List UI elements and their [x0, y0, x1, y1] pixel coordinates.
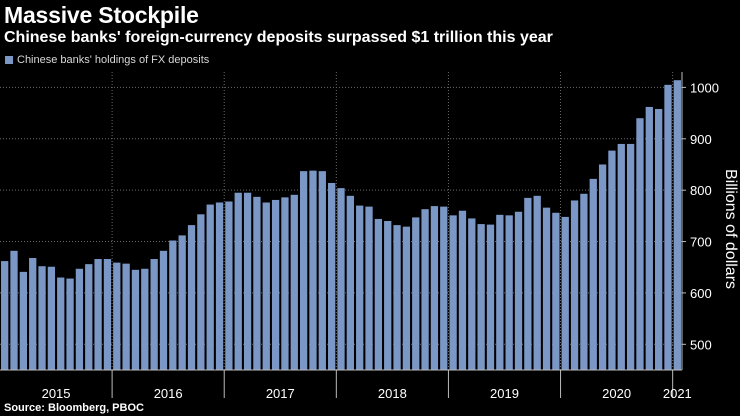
bar-14 — [131, 269, 140, 370]
bar-40 — [374, 218, 383, 370]
bar-9 — [85, 264, 93, 370]
bar-47 — [440, 206, 448, 370]
bar-55 — [514, 211, 523, 370]
bar-20 — [187, 225, 196, 370]
x-tick-label-2021: 2021 — [663, 386, 692, 401]
bar-19 — [178, 235, 186, 370]
chart-title: Massive Stockpile — [4, 2, 199, 28]
bar-59 — [552, 212, 560, 370]
bar-44 — [412, 217, 420, 370]
bar-50 — [468, 218, 476, 370]
x-tick-label-2020: 2020 — [602, 386, 631, 401]
bar-62 — [580, 193, 588, 370]
bar-22 — [206, 204, 214, 370]
bar-39 — [365, 206, 373, 370]
bar-23 — [215, 202, 224, 370]
bar-58 — [542, 207, 551, 370]
bar-51 — [477, 224, 485, 370]
bar-72 — [673, 80, 681, 370]
bar-16 — [150, 259, 158, 370]
bar-38 — [356, 205, 364, 370]
bars-layer — [1, 80, 681, 371]
bar-45 — [421, 209, 429, 370]
bar-61 — [570, 200, 579, 370]
bar-13 — [122, 263, 130, 370]
bar-18 — [169, 240, 177, 370]
bar-71 — [664, 84, 672, 370]
bar-66 — [617, 143, 625, 370]
axis-layer: 500 600 700 800 900 1000 2015 2016 2017 2018 2019 2… — [0, 72, 739, 401]
bar-54 — [505, 215, 513, 370]
legend-swatch — [5, 56, 13, 64]
legend: Chinese banks' holdings of FX deposits — [5, 54, 209, 66]
bar-70 — [655, 108, 663, 371]
bar-26 — [243, 192, 252, 370]
bar-34 — [318, 171, 326, 370]
y-tick-label-900: 900 — [690, 132, 712, 147]
source-note: Source: Bloomberg, PBOC — [4, 402, 144, 414]
bar-48 — [449, 215, 457, 370]
x-tick-label-2016: 2016 — [154, 386, 183, 401]
bar-43 — [402, 226, 411, 370]
bar-36 — [337, 188, 345, 370]
y-tick-label-1000: 1000 — [690, 80, 719, 95]
bar-30 — [281, 197, 289, 370]
bar-11 — [103, 259, 112, 370]
bar-3 — [29, 257, 37, 370]
bar-64 — [598, 164, 607, 370]
bar-8 — [75, 268, 84, 370]
bar-65 — [608, 150, 616, 370]
chart-subtitle: Chinese banks' foreign-currency deposits… — [4, 29, 553, 46]
bar-69 — [645, 106, 653, 370]
bar-21 — [197, 214, 205, 370]
bar-24 — [225, 201, 233, 370]
bar-7 — [66, 278, 74, 370]
bar-17 — [159, 250, 168, 370]
bar-4 — [38, 266, 46, 370]
x-tick-label-2018: 2018 — [378, 386, 407, 401]
bar-42 — [393, 225, 401, 370]
bar-15 — [141, 268, 149, 370]
y-tick-label-600: 600 — [690, 286, 712, 301]
legend-label: Chinese banks' holdings of FX deposits — [17, 54, 210, 66]
bar-60 — [561, 216, 569, 370]
bar-56 — [524, 197, 532, 370]
bar-10 — [94, 259, 102, 370]
bar-35 — [328, 182, 336, 370]
y-tick-label-800: 800 — [690, 183, 712, 198]
bar-29 — [271, 199, 280, 370]
y-axis-label: Billions of dollars — [722, 169, 739, 289]
y-tick-label-500: 500 — [690, 337, 712, 352]
bar-41 — [384, 221, 392, 370]
bar-57 — [533, 195, 541, 370]
bar-68 — [636, 118, 644, 371]
y-tick-label-700: 700 — [690, 235, 712, 250]
bar-63 — [589, 178, 597, 370]
bar-12 — [113, 262, 121, 370]
x-tick-label-2019: 2019 — [490, 386, 519, 401]
bar-31 — [290, 194, 298, 370]
bar-28 — [262, 202, 270, 370]
bar-1 — [10, 250, 18, 370]
bar-2 — [19, 271, 27, 370]
bar-52 — [486, 224, 495, 370]
bar-0 — [1, 261, 9, 370]
x-tick-label-2015: 2015 — [42, 386, 71, 401]
bar-37 — [346, 195, 354, 370]
bar-67 — [626, 143, 635, 370]
bar-53 — [496, 214, 504, 370]
bar-46 — [430, 206, 439, 370]
bar-32 — [299, 171, 308, 370]
bar-25 — [234, 192, 242, 370]
bar-6 — [57, 277, 65, 370]
bar-27 — [253, 196, 261, 370]
x-tick-label-2017: 2017 — [266, 386, 295, 401]
bar-5 — [47, 266, 56, 370]
bar-49 — [458, 210, 467, 370]
bar-33 — [309, 170, 317, 370]
